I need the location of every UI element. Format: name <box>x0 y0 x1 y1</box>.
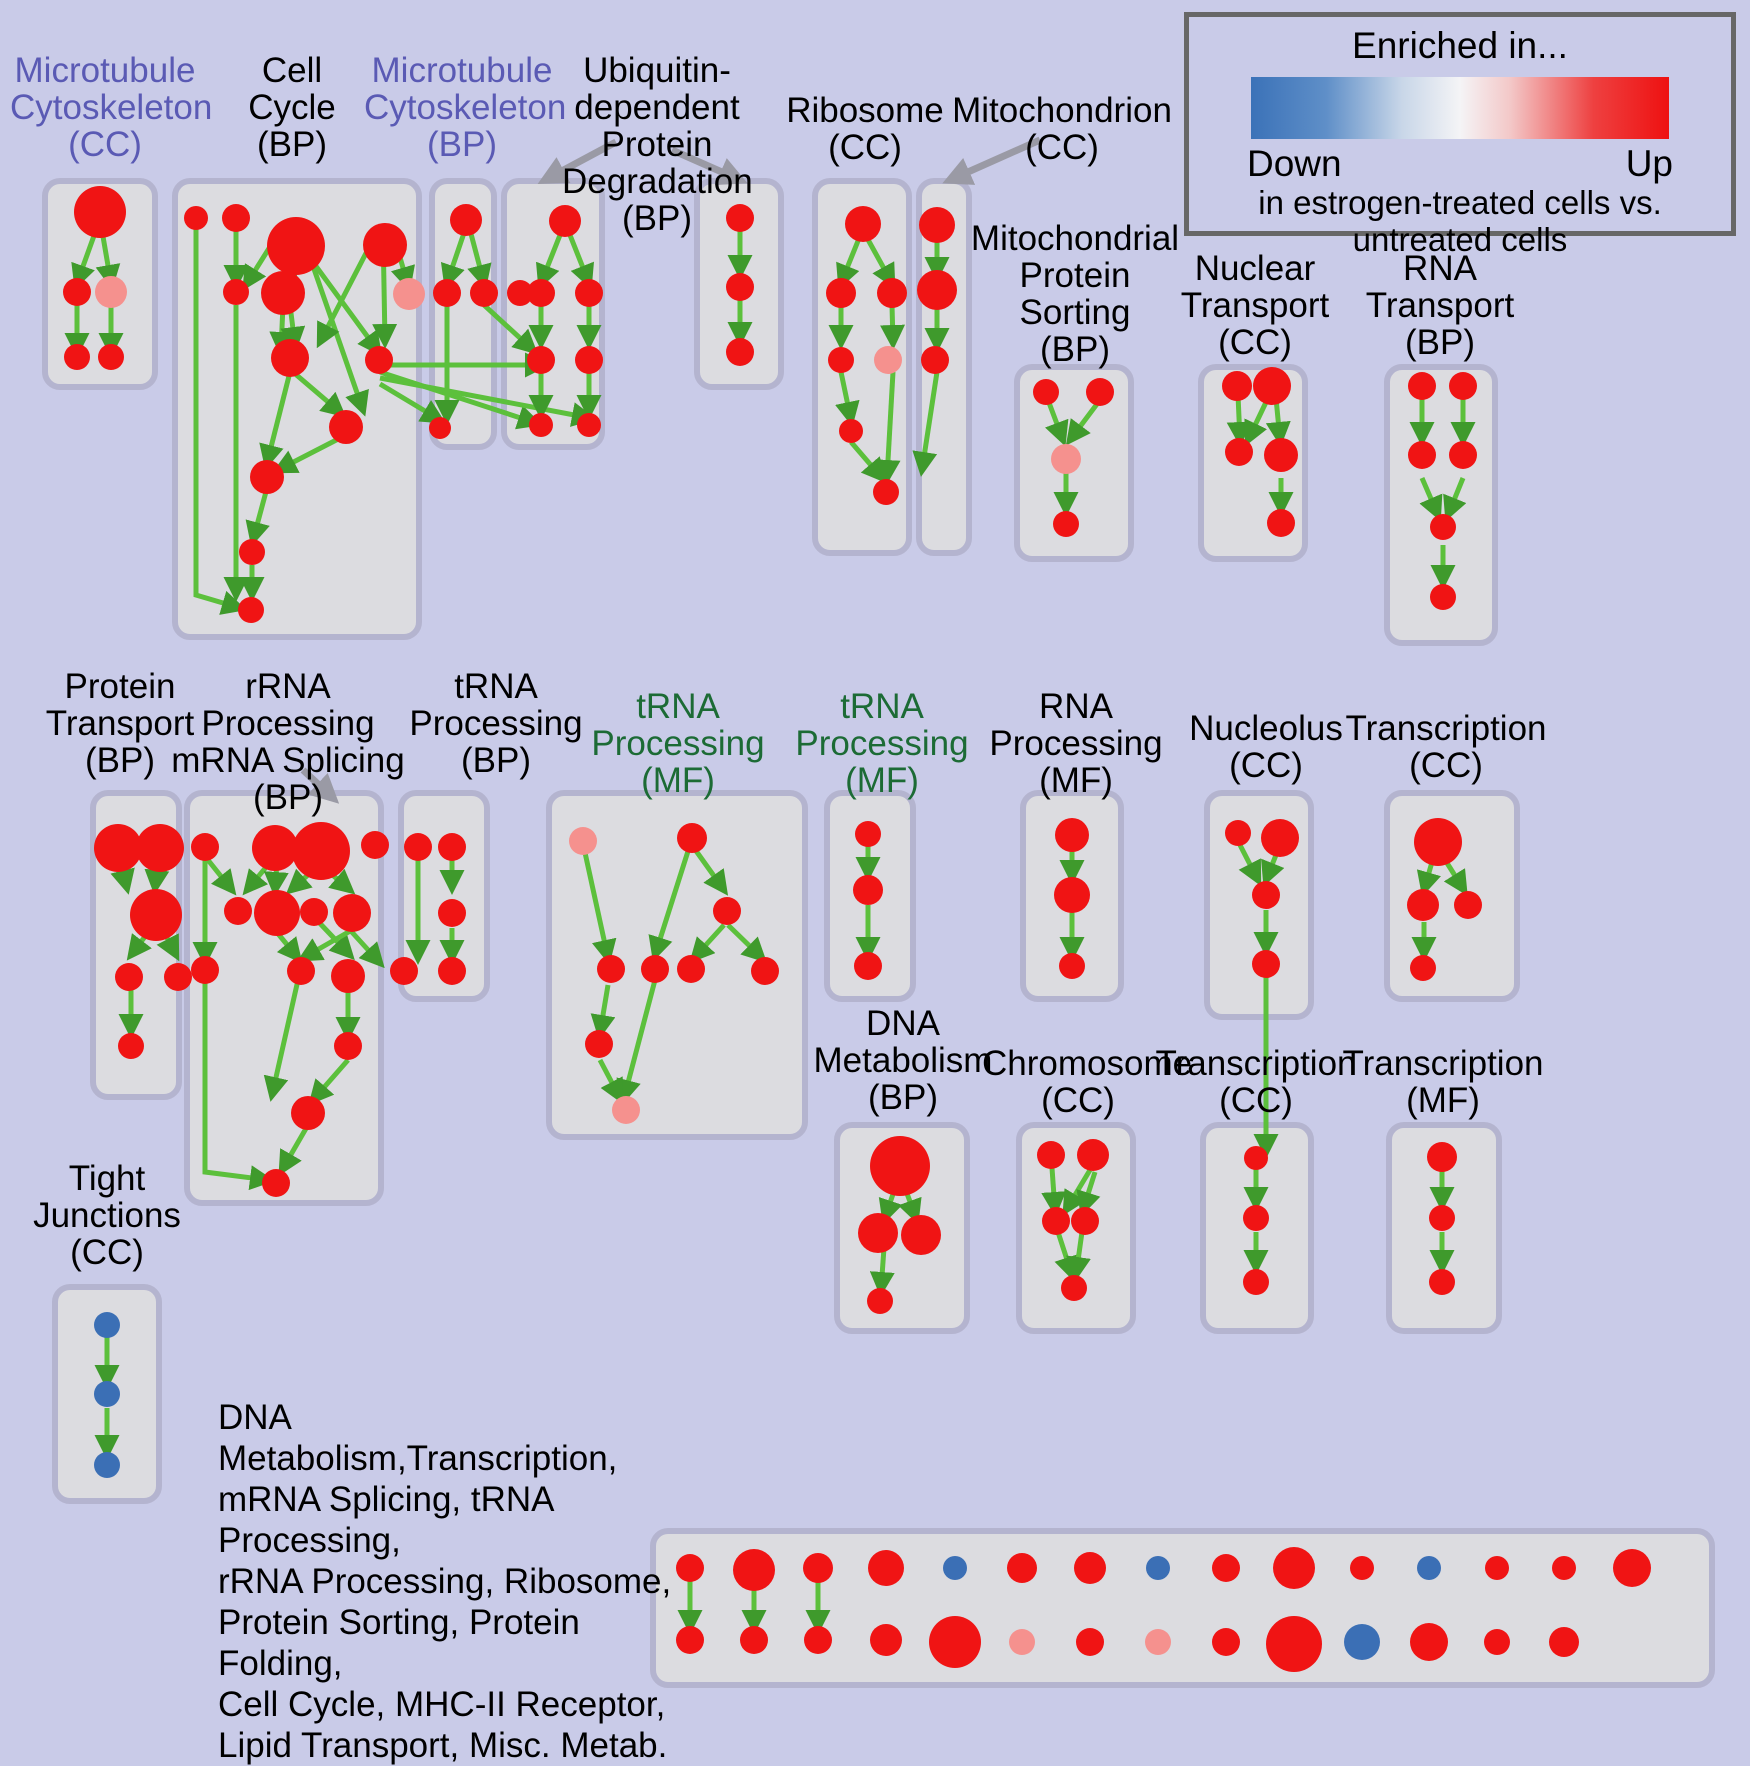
label-dna-metabolism-bp: DNA Metabolism (BP) <box>813 1004 993 1118</box>
cluster-singletons-strip[interactable] <box>650 1528 1715 1688</box>
label-trna-processing-bp: tRNA Processing (BP) <box>409 667 583 781</box>
label-trna-processing-mf-1: tRNA Processing (MF) <box>591 687 765 801</box>
label-rrna-processing-mrna-splicing-bp: rRNA Processing mRNA Splicing (BP) <box>171 667 405 818</box>
cluster-rrna-mrna-splicing-bp[interactable] <box>184 790 384 1206</box>
label-mitochondrion-cc: Mitochondrion (CC) <box>952 91 1172 168</box>
label-ribosome-cc: Ribosome (CC) <box>786 91 944 168</box>
edges <box>64 218 1476 1636</box>
label-nucleolus-cc: Nucleolus (CC) <box>1189 709 1343 786</box>
legend-colorbar <box>1251 77 1669 139</box>
label-ubiquitin-dependent-protein-degradation-bp: Ubiquitin- dependent Protein Degradation… <box>562 51 753 239</box>
label-transcription-cc-2: Transcription (CC) <box>1155 1044 1357 1121</box>
legend-title: Enriched in... <box>1352 25 1568 66</box>
legend-down-label: Down <box>1247 143 1342 184</box>
annotation-arrows <box>300 136 1042 804</box>
label-microtubule-cytoskeleton-cc: Microtubule Cytoskeleton (CC) <box>10 51 213 165</box>
legend-panel: Enriched in... Down Up in estrogen-treat… <box>1184 12 1736 258</box>
label-transcription-cc-1: Transcription (CC) <box>1345 709 1547 786</box>
label-nuclear-transport-cc: Nuclear Transport (CC) <box>1180 249 1330 363</box>
label-cell-cycle-bp: Cell Cycle (BP) <box>248 51 336 165</box>
label-rna-transport-bp: RNA Transport (BP) <box>1365 249 1515 363</box>
label-transcription-mf: Transcription (MF) <box>1342 1044 1544 1121</box>
label-chromosome-cc: Chromosome (CC) <box>982 1044 1193 1121</box>
label-protein-transport-bp: Protein Transport (BP) <box>45 667 195 781</box>
figure-canvas: Microtubule Cytoskeleton (CC) Cell Cycle… <box>10 12 1736 1765</box>
label-microtubule-cytoskeleton-bp: Microtubule Cytoskeleton (BP) <box>364 51 567 165</box>
nodes <box>63 186 1651 1672</box>
label-rna-processing-mf: RNA Processing (MF) <box>989 687 1163 801</box>
label-mitochondrial-protein-sorting-bp: Mitochondrial Protein Sorting (BP) <box>970 219 1180 370</box>
network-graph <box>63 136 1651 1672</box>
label-tight-junctions-cc: Tight Junctions (CC) <box>33 1159 181 1273</box>
label-trna-processing-mf-2: tRNA Processing (MF) <box>795 687 969 801</box>
legend-up-label: Up <box>1625 143 1673 184</box>
singleton-category-list: DNA Metabolism,Transcription, mRNA Splic… <box>218 1398 672 1765</box>
legend-caption: in estrogen-treated cells vs. untreated … <box>1258 184 1662 258</box>
